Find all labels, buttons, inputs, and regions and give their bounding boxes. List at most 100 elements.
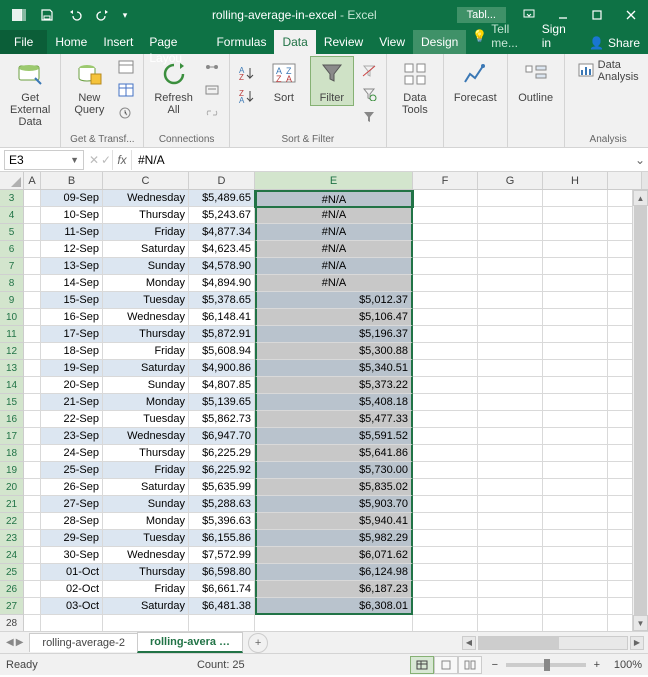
scroll-down-icon[interactable]: ▼ [633, 615, 648, 631]
cell[interactable] [478, 224, 543, 241]
cell[interactable] [543, 207, 608, 224]
row-header[interactable]: 8 [0, 275, 24, 292]
cell[interactable]: Friday [103, 343, 189, 360]
cell[interactable] [413, 309, 478, 326]
col-header-D[interactable]: D [189, 172, 255, 189]
cell[interactable] [24, 377, 41, 394]
cell[interactable]: 02-Oct [41, 581, 103, 598]
close-icon[interactable] [614, 0, 648, 30]
qa-customize-icon[interactable]: ▾ [118, 3, 132, 27]
cell[interactable] [24, 241, 41, 258]
cell[interactable] [478, 462, 543, 479]
cell[interactable]: $6,155.86 [189, 530, 255, 547]
zoom-out-icon[interactable]: − [488, 659, 502, 671]
cell[interactable]: $5,243.67 [189, 207, 255, 224]
row-header[interactable]: 17 [0, 428, 24, 445]
cell[interactable]: 10-Sep [41, 207, 103, 224]
cell[interactable] [24, 513, 41, 530]
cell[interactable]: $6,598.80 [189, 564, 255, 581]
row-header[interactable]: 26 [0, 581, 24, 598]
cell[interactable] [413, 547, 478, 564]
cell[interactable]: $5,940.41 [255, 513, 413, 530]
cell[interactable]: Tuesday [103, 530, 189, 547]
cell[interactable]: $5,608.94 [189, 343, 255, 360]
row-header[interactable]: 15 [0, 394, 24, 411]
cell[interactable] [413, 377, 478, 394]
share-button[interactable]: 👤Share [581, 32, 648, 54]
name-box[interactable]: E3 ▼ [4, 150, 84, 170]
cell[interactable]: #N/A [255, 207, 413, 224]
sheet-prev-icon[interactable]: ◀ [6, 637, 14, 648]
cell[interactable]: 22-Sep [41, 411, 103, 428]
cell[interactable]: #N/A [255, 190, 413, 207]
tab-design[interactable]: Design [413, 30, 466, 54]
cell[interactable]: $6,225.29 [189, 445, 255, 462]
cell[interactable] [543, 428, 608, 445]
col-header-A[interactable]: A [24, 172, 41, 189]
connections-icon[interactable] [201, 56, 223, 78]
cell[interactable] [543, 292, 608, 309]
excel-icon[interactable] [6, 3, 32, 27]
row-header[interactable]: 27 [0, 598, 24, 615]
new-query-button[interactable]: New Query [67, 56, 111, 118]
cell[interactable]: $5,835.02 [255, 479, 413, 496]
row-header[interactable]: 19 [0, 462, 24, 479]
cell[interactable] [478, 581, 543, 598]
row-header[interactable]: 9 [0, 292, 24, 309]
cell[interactable] [478, 343, 543, 360]
horizontal-scrollbar[interactable]: ◀ ▶ [268, 636, 648, 650]
cell[interactable] [478, 309, 543, 326]
cell[interactable] [478, 479, 543, 496]
cell[interactable]: 15-Sep [41, 292, 103, 309]
cell[interactable]: #N/A [255, 224, 413, 241]
cell[interactable]: $4,578.90 [189, 258, 255, 275]
row-header[interactable]: 25 [0, 564, 24, 581]
cell[interactable] [543, 513, 608, 530]
row-header[interactable]: 21 [0, 496, 24, 513]
cell[interactable] [41, 615, 103, 631]
cell[interactable] [543, 564, 608, 581]
chevron-down-icon[interactable]: ▼ [70, 155, 79, 165]
cell[interactable]: $5,139.65 [189, 394, 255, 411]
properties-icon[interactable] [201, 79, 223, 101]
cell[interactable] [543, 326, 608, 343]
cell[interactable] [543, 530, 608, 547]
cell[interactable]: $5,106.47 [255, 309, 413, 326]
cell[interactable]: Friday [103, 462, 189, 479]
cell[interactable] [24, 224, 41, 241]
cell[interactable]: 24-Sep [41, 445, 103, 462]
filter-button[interactable]: Filter [310, 56, 354, 106]
col-header-B[interactable]: B [41, 172, 103, 189]
cell[interactable] [24, 547, 41, 564]
cell[interactable]: Sunday [103, 377, 189, 394]
row-header[interactable]: 28 [0, 615, 24, 631]
cell[interactable] [478, 445, 543, 462]
row-header[interactable]: 24 [0, 547, 24, 564]
tab-data[interactable]: Data [274, 30, 315, 54]
cell[interactable]: 28-Sep [41, 513, 103, 530]
cell[interactable]: Thursday [103, 207, 189, 224]
tab-insert[interactable]: Insert [95, 30, 141, 54]
cell[interactable]: 25-Sep [41, 462, 103, 479]
cell[interactable]: 12-Sep [41, 241, 103, 258]
cell[interactable] [543, 360, 608, 377]
row-header[interactable]: 10 [0, 309, 24, 326]
cell[interactable]: $5,591.52 [255, 428, 413, 445]
cell[interactable] [413, 581, 478, 598]
row-header[interactable]: 13 [0, 360, 24, 377]
cell[interactable]: Friday [103, 581, 189, 598]
row-header[interactable]: 3 [0, 190, 24, 207]
reapply-icon[interactable] [358, 83, 380, 105]
edit-links-icon[interactable] [201, 102, 223, 124]
cell[interactable] [24, 428, 41, 445]
cell[interactable] [413, 258, 478, 275]
cell[interactable]: $6,308.01 [255, 598, 413, 615]
cell[interactable]: 01-Oct [41, 564, 103, 581]
cell[interactable]: $5,982.29 [255, 530, 413, 547]
from-table-icon[interactable] [115, 79, 137, 101]
sheet-tab-inactive[interactable]: rolling-average-2 [29, 633, 138, 652]
cell[interactable] [413, 207, 478, 224]
cell[interactable]: $5,300.88 [255, 343, 413, 360]
cell[interactable]: $6,124.98 [255, 564, 413, 581]
cell[interactable] [413, 241, 478, 258]
